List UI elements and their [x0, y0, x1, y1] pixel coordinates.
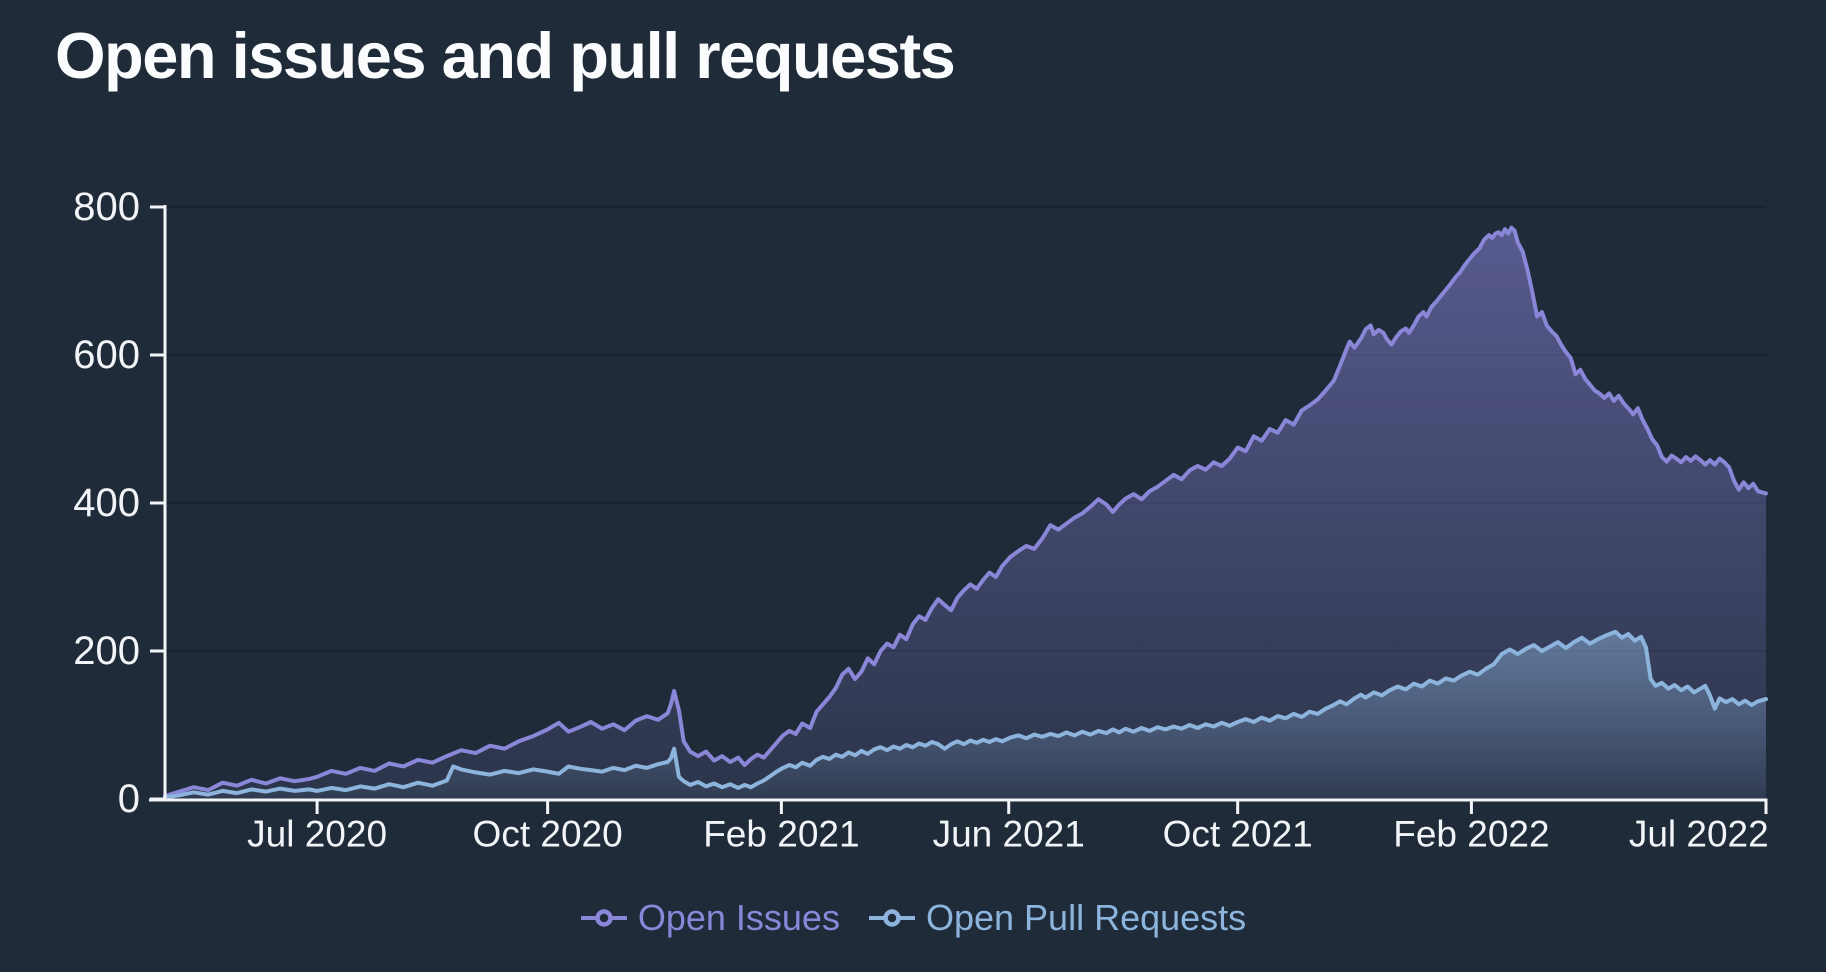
x-tick-label: Jul 2022 [1629, 813, 1769, 854]
y-tick-label-400: 400 [73, 481, 140, 525]
page-title: Open issues and pull requests [55, 19, 956, 92]
x-tick-label: Feb 2022 [1393, 813, 1549, 854]
legend-item-open-issues[interactable]: Open Issues [580, 897, 840, 939]
y-tick-label-0: 0 [118, 777, 140, 821]
pull-requests-line [163, 629, 1768, 800]
y-tick-label-800: 800 [73, 185, 140, 229]
x-tick-label: Oct 2020 [473, 813, 623, 854]
x-tick-label: Jun 2021 [933, 813, 1085, 854]
x-tick-label: Feb 2021 [703, 813, 859, 854]
pull-requests-area [165, 631, 1766, 800]
legend-item-open-pull-requests[interactable]: Open Pull Requests [868, 897, 1246, 939]
legend: Open Issues Open Pull Requests [0, 888, 1826, 948]
issues-area [165, 227, 1766, 800]
y-tick-label-600: 600 [73, 333, 140, 377]
line-marker-icon [580, 909, 627, 927]
legend-label-open-pull-requests: Open Pull Requests [925, 897, 1247, 938]
issues-line [163, 225, 1768, 798]
legend-label-open-issues: Open Issues [637, 897, 840, 938]
line-marker-icon [868, 909, 915, 927]
x-tick-label: Oct 2021 [1163, 813, 1313, 854]
y-tick-label-200: 200 [73, 629, 140, 673]
x-tick-label: Jul 2020 [247, 813, 387, 854]
